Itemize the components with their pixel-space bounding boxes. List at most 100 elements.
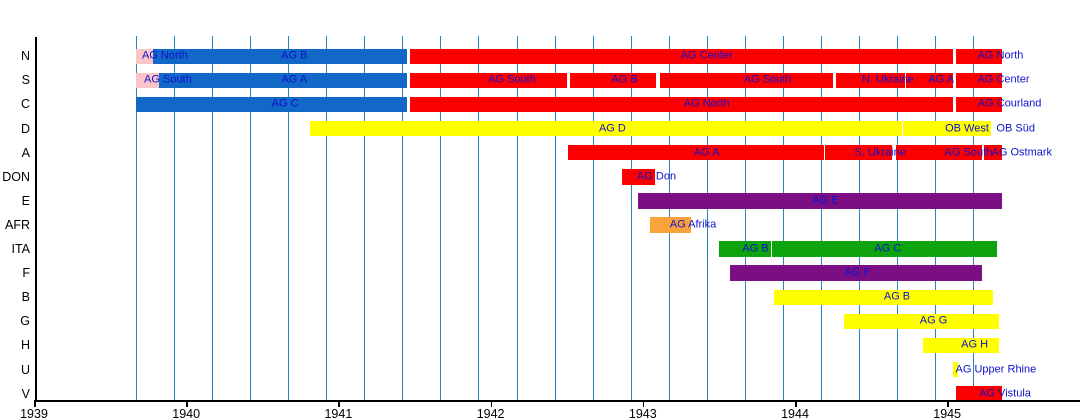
timeline-bar-segment-S xyxy=(956,72,1002,89)
bar-label-link[interactable]: AG Center xyxy=(977,73,1030,86)
bar-label-link[interactable]: AG South xyxy=(488,73,536,86)
row-label-G: G xyxy=(20,314,30,329)
timeline-bar-segment-D xyxy=(903,120,992,137)
axis-tick-1940 xyxy=(186,401,188,407)
row-label-V: V xyxy=(21,386,30,401)
bar-label-link[interactable]: AG Center xyxy=(680,49,733,62)
axis-tick-1942 xyxy=(490,401,493,407)
gridline xyxy=(935,36,936,400)
gridline xyxy=(858,36,860,400)
timeline-bar-segment-D xyxy=(309,120,902,137)
bar-label-link[interactable]: AG Ostmark xyxy=(991,146,1053,159)
axis-tick-1943 xyxy=(642,401,645,407)
gridline xyxy=(744,36,746,400)
timeline-bar-segment-E xyxy=(638,193,1002,209)
timeline-bar-segment-AFR xyxy=(650,217,692,233)
bar-label-link[interactable]: AG G xyxy=(919,314,948,327)
bar-label-link[interactable]: AG Afrika xyxy=(669,218,717,231)
timeline-bar-segment-H xyxy=(922,337,999,354)
x-axis-line xyxy=(34,400,1080,402)
bar-label-link[interactable]: AG H xyxy=(961,338,989,351)
timeline-bar-segment-F xyxy=(729,265,983,281)
gridline xyxy=(706,36,708,400)
gridline xyxy=(136,36,137,400)
timeline-bar-segment-A xyxy=(983,144,1002,161)
bar-label-link[interactable]: AG B xyxy=(742,242,769,255)
year-label-1945: 1945 xyxy=(933,407,962,420)
row-label-ITA: ITA xyxy=(11,241,30,256)
timeline-bar-segment-U xyxy=(953,361,958,378)
bar-label-link[interactable]: AG C xyxy=(874,242,902,255)
gridline xyxy=(364,36,366,400)
bar-label-link[interactable]: AG Don xyxy=(636,170,677,183)
gridline xyxy=(782,36,784,400)
bar-label-link[interactable]: AG B xyxy=(611,73,638,86)
gridline xyxy=(250,36,252,400)
timeline-bar-segment-ITA xyxy=(718,241,771,257)
axis-tick-1939 xyxy=(34,401,36,407)
bar-label-link[interactable]: OB West xyxy=(945,122,989,135)
timeline-bar-segment-S xyxy=(136,72,159,89)
year-label-1940: 1940 xyxy=(172,407,201,420)
timeline-bar-segment-DON xyxy=(621,169,655,185)
bar-label-link[interactable]: N. Ukraine xyxy=(861,73,914,86)
gridline xyxy=(554,36,556,400)
bar-label-link[interactable]: AG F xyxy=(844,266,871,279)
bar-label-link[interactable]: AG B xyxy=(883,290,911,303)
gridline xyxy=(630,36,632,400)
year-label-1943: 1943 xyxy=(628,407,657,420)
bar-label-link[interactable]: AG North xyxy=(141,49,188,62)
axis-tick-1944 xyxy=(795,401,797,407)
bar-label-link[interactable]: AG South xyxy=(944,146,993,159)
bar-label-link[interactable]: S. Ukraine xyxy=(854,146,906,159)
gridline xyxy=(212,36,214,400)
year-label-1939: 1939 xyxy=(20,407,48,420)
bar-label-link[interactable]: AG A xyxy=(281,73,308,86)
row-label-E: E xyxy=(21,193,30,208)
bar-label-link[interactable]: AG North xyxy=(683,97,730,110)
gridline xyxy=(402,36,404,400)
gridline xyxy=(478,36,480,400)
bar-label-link[interactable]: OB Süd xyxy=(996,122,1035,135)
row-label-C: C xyxy=(20,97,30,112)
gridline xyxy=(440,36,442,400)
gridline xyxy=(820,36,822,400)
timeline-bar-segment-S xyxy=(158,72,407,89)
bar-label-link[interactable]: AG A xyxy=(693,146,720,159)
bar-label-link[interactable]: AG C xyxy=(271,97,299,110)
timeline-bar-segment-N xyxy=(152,48,407,64)
year-label-1944: 1944 xyxy=(781,407,809,420)
timeline-bar-segment-C xyxy=(956,96,1002,113)
gridline xyxy=(516,36,518,400)
bar-label-link[interactable]: AG Upper Rhine xyxy=(955,363,1037,376)
timeline-bar-segment-S xyxy=(659,72,833,89)
bar-label-link[interactable]: AG Courland xyxy=(977,97,1042,110)
timeline-bar-segment-A xyxy=(895,144,983,161)
timeline-bar-segment-G xyxy=(843,313,999,330)
bar-label-link[interactable]: AG A xyxy=(928,73,954,86)
bar-label-link[interactable]: AG D xyxy=(598,122,626,135)
row-label-DON: DON xyxy=(2,169,30,184)
bar-label-link[interactable]: AG North xyxy=(977,49,1024,62)
timeline-bar-segment-N xyxy=(956,48,1002,64)
bar-label-link[interactable]: AG South xyxy=(743,73,792,86)
bar-label-link[interactable]: AG South xyxy=(144,73,192,86)
bar-label-link[interactable]: AG B xyxy=(281,49,308,62)
gridline xyxy=(592,36,594,400)
timeline-bar-segment-ITA xyxy=(772,241,998,257)
bar-label-link[interactable]: AG E xyxy=(812,194,839,207)
timeline-bar-segment-A xyxy=(825,144,893,161)
row-label-A: A xyxy=(21,145,30,160)
gridline xyxy=(326,36,328,400)
timeline-bar-segment-S xyxy=(409,72,567,89)
bar-label-link[interactable]: AG Vistula xyxy=(979,387,1031,400)
row-label-S: S xyxy=(21,73,30,88)
timeline-bar-segment-S xyxy=(906,72,954,89)
year-label-1942: 1942 xyxy=(476,407,505,420)
timeline-bar-segment-V xyxy=(956,385,1002,402)
row-label-B: B xyxy=(21,290,30,304)
y-axis-line xyxy=(35,37,37,400)
timeline-bar-segment-A xyxy=(568,144,824,161)
row-label-AFR: AFR xyxy=(5,217,30,232)
